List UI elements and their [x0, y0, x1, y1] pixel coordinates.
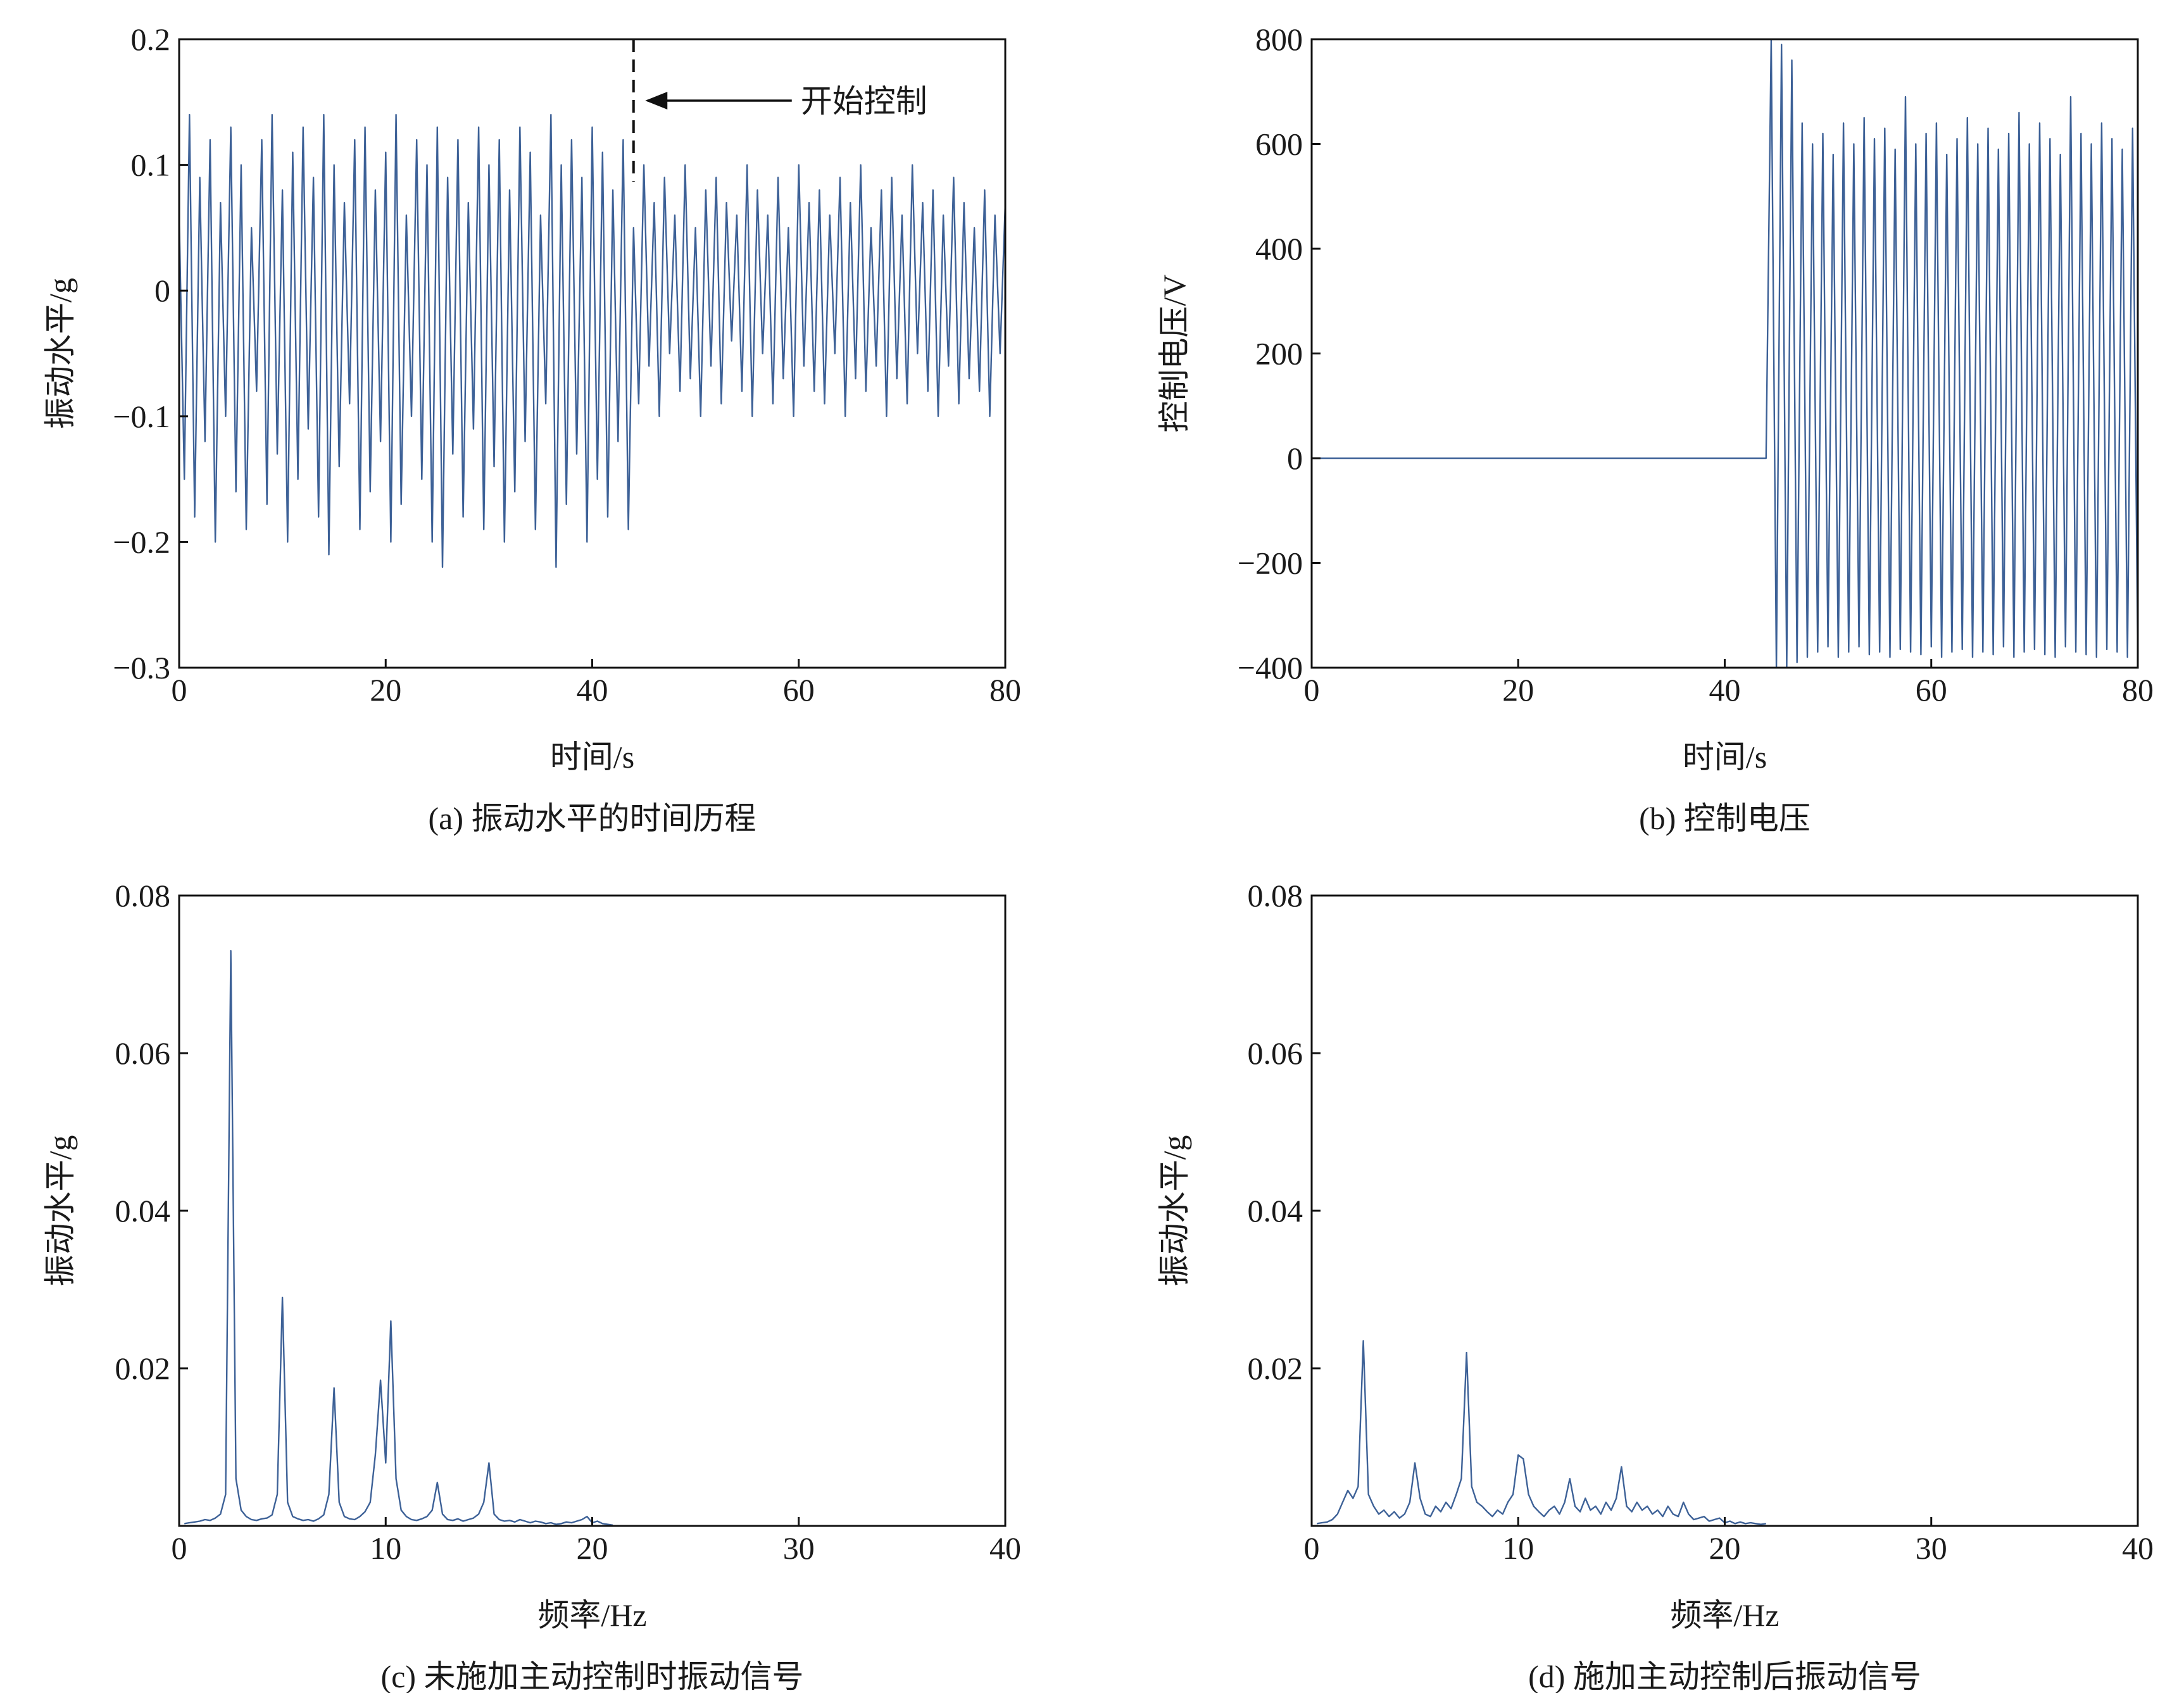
y-tick-label: 0.02 — [115, 1351, 171, 1386]
data-line — [184, 950, 613, 1526]
subplot-caption: (a) 振动水平的时间历程 — [429, 801, 756, 836]
y-tick-label: 0.04 — [115, 1193, 171, 1228]
y-tick-label: 0.02 — [1248, 1351, 1303, 1386]
y-tick-label: 0.06 — [115, 1035, 171, 1071]
y-tick-label: 0 — [1287, 440, 1303, 476]
y-tick-label: −0.3 — [113, 650, 170, 685]
y-tick-label: 0.2 — [131, 22, 171, 57]
plot-area — [1312, 39, 2138, 668]
x-tick-label: 30 — [783, 1530, 815, 1566]
y-tick-label: 600 — [1255, 127, 1303, 162]
x-tick-label: 0 — [172, 672, 187, 708]
y-tick-label: 0.04 — [1248, 1193, 1303, 1228]
y-axis-label: 振动水平/g — [42, 278, 78, 429]
x-tick-label: 80 — [2122, 672, 2154, 708]
x-tick-label: 20 — [577, 1530, 608, 1566]
plot-area — [1317, 1340, 1766, 1525]
axes-frame — [1310, 894, 2139, 1527]
axes-frame — [1310, 38, 2139, 669]
x-tick-label: 30 — [1916, 1530, 1947, 1566]
x-axis-label: 时间/s — [550, 739, 634, 775]
y-axis-label: 控制电压/V — [1157, 275, 1192, 433]
x-tick-label: 60 — [783, 672, 815, 708]
axes-frame — [178, 894, 1007, 1527]
y-tick-label: −200 — [1238, 546, 1303, 581]
x-tick-label: 0 — [1304, 1530, 1320, 1566]
y-tick-label: 400 — [1255, 231, 1303, 266]
data-line — [1312, 39, 2138, 668]
x-tick-label: 40 — [2122, 1530, 2154, 1566]
y-tick-label: 0 — [154, 273, 170, 308]
y-tick-label: −400 — [1238, 650, 1303, 685]
x-tick-label: 40 — [577, 672, 608, 708]
x-axis-label: 频率/Hz — [537, 1597, 646, 1633]
y-tick-label: 0.08 — [1248, 878, 1303, 913]
subplot-caption: (c) 未施加主动控制时振动信号 — [381, 1659, 804, 1693]
plot-area — [179, 114, 1005, 568]
x-tick-label: 20 — [370, 672, 401, 708]
x-tick-label: 40 — [989, 1530, 1021, 1566]
x-tick-label: 10 — [370, 1530, 401, 1566]
x-tick-label: 0 — [1304, 672, 1320, 708]
y-tick-label: 0.08 — [115, 878, 171, 913]
x-tick-label: 40 — [1709, 672, 1741, 708]
plot-area — [184, 950, 613, 1526]
x-tick-label: 10 — [1502, 1530, 1534, 1566]
y-tick-label: −0.1 — [113, 399, 170, 434]
y-tick-label: 800 — [1255, 22, 1303, 57]
y-axis-label: 振动水平/g — [1157, 1135, 1192, 1287]
x-tick-label: 20 — [1709, 1530, 1741, 1566]
x-tick-label: 20 — [1502, 672, 1534, 708]
y-tick-label: 200 — [1255, 336, 1303, 372]
y-axis-label: 振动水平/g — [42, 1135, 78, 1287]
y-tick-label: 0.1 — [131, 147, 171, 183]
x-tick-label: 80 — [989, 672, 1021, 708]
data-line — [1317, 1340, 1766, 1525]
y-tick-label: −0.2 — [113, 524, 170, 559]
x-tick-label: 60 — [1916, 672, 1947, 708]
x-axis-label: 频率/Hz — [1670, 1597, 1779, 1633]
x-axis-label: 时间/s — [1683, 739, 1767, 775]
annotation-text: 开始控制 — [801, 84, 927, 119]
subplot-caption: (d) 施加主动控制后振动信号 — [1528, 1659, 1921, 1693]
x-tick-label: 0 — [172, 1530, 187, 1566]
y-tick-label: 0.06 — [1248, 1035, 1303, 1071]
subplot-caption: (b) 控制电压 — [1639, 801, 1811, 836]
data-line — [179, 114, 1005, 568]
